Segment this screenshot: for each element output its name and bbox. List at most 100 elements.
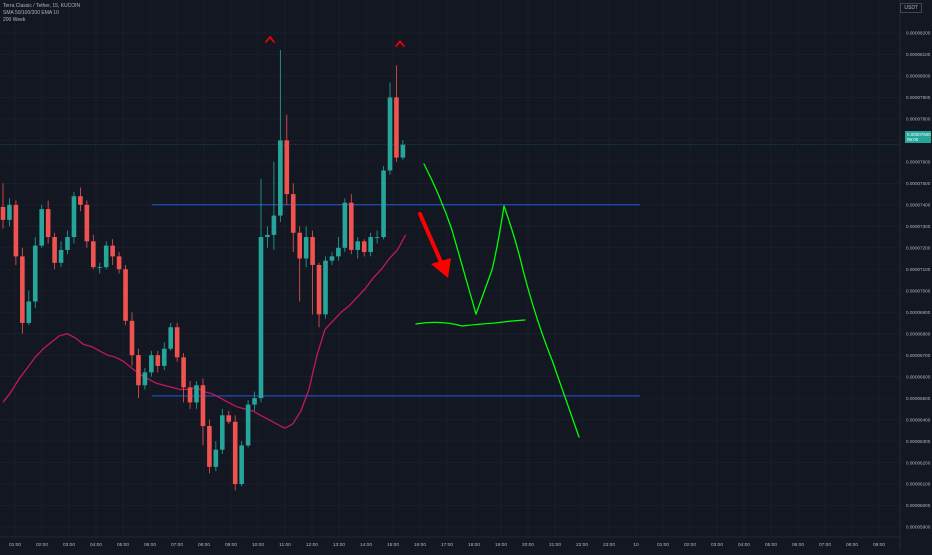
candle[interactable] xyxy=(394,65,399,162)
candle[interactable] xyxy=(239,441,244,487)
candle[interactable] xyxy=(142,368,148,390)
candle[interactable] xyxy=(58,241,64,268)
candle[interactable] xyxy=(20,247,25,334)
candle[interactable] xyxy=(123,264,128,326)
candle[interactable] xyxy=(149,350,154,377)
candle-body xyxy=(400,144,406,158)
drawings[interactable] xyxy=(265,35,580,438)
drawing-path-up[interactable] xyxy=(475,205,505,315)
candle[interactable] xyxy=(284,114,290,205)
candle-body xyxy=(265,234,270,238)
candle-body xyxy=(78,196,83,205)
candle-body xyxy=(136,355,141,386)
candle[interactable] xyxy=(168,322,173,351)
candle-body xyxy=(110,245,115,257)
candle-body xyxy=(329,256,335,261)
candle[interactable] xyxy=(194,380,199,409)
peak-marker[interactable] xyxy=(265,35,275,43)
y-tick-label: 0.00006800 xyxy=(906,331,931,336)
drawing-path-down[interactable] xyxy=(423,163,477,315)
candle[interactable] xyxy=(174,322,180,362)
candle[interactable] xyxy=(258,179,264,403)
peak-marker[interactable] xyxy=(395,40,405,48)
candle[interactable] xyxy=(252,391,257,412)
candle[interactable] xyxy=(361,239,367,257)
candle[interactable] xyxy=(0,183,6,229)
candle[interactable] xyxy=(374,230,380,244)
candle[interactable] xyxy=(78,187,83,212)
candle[interactable] xyxy=(323,256,328,319)
candle[interactable] xyxy=(387,82,393,175)
candle[interactable] xyxy=(97,262,103,274)
candle[interactable] xyxy=(220,408,225,454)
candle[interactable] xyxy=(52,232,57,270)
drawing-path-final[interactable] xyxy=(503,205,580,438)
candle[interactable] xyxy=(65,230,70,255)
candles[interactable] xyxy=(0,50,406,491)
candle[interactable] xyxy=(290,183,296,253)
candle-body xyxy=(20,256,25,323)
candle[interactable] xyxy=(303,226,309,268)
x-tick-label: 11:00 xyxy=(279,542,291,548)
candle[interactable] xyxy=(297,226,302,302)
candle[interactable] xyxy=(116,252,122,274)
candle[interactable] xyxy=(103,241,109,270)
candle-body xyxy=(129,320,135,356)
candle[interactable] xyxy=(226,411,232,424)
candle[interactable] xyxy=(26,290,32,326)
candle[interactable] xyxy=(329,252,335,265)
candle-body xyxy=(45,209,51,238)
candle[interactable] xyxy=(32,237,38,308)
candle-body xyxy=(155,355,161,366)
candle[interactable] xyxy=(181,353,186,403)
candle-body xyxy=(258,237,264,399)
candle[interactable] xyxy=(316,262,322,328)
candle[interactable] xyxy=(381,166,386,240)
candle[interactable] xyxy=(110,239,115,265)
time-axis[interactable]: 01:00 02:00 03:00 04:00 05:00 06:00 07:00 08:00… xyxy=(0,536,900,548)
candle-body xyxy=(187,387,193,403)
x-tick-label: 17:00 xyxy=(441,542,453,548)
candle[interactable] xyxy=(245,400,251,448)
candle[interactable] xyxy=(136,348,141,399)
candle-body xyxy=(103,245,109,268)
candle[interactable] xyxy=(7,198,12,227)
candle[interactable] xyxy=(91,234,96,270)
candle[interactable] xyxy=(278,50,283,223)
y-tick-label: 0.00007100 xyxy=(906,267,931,272)
candle[interactable] xyxy=(45,200,51,244)
candle[interactable] xyxy=(349,194,354,255)
currency-label[interactable]: USDT xyxy=(900,3,922,13)
horizontal-lines[interactable] xyxy=(0,144,900,397)
candle[interactable] xyxy=(207,419,212,474)
candle[interactable] xyxy=(187,380,193,409)
candle[interactable] xyxy=(232,415,238,491)
legend-indicators[interactable]: SMA 50/100/200 EMA 10 xyxy=(3,10,59,16)
x-tick-label: 04:00 xyxy=(90,542,102,548)
candle[interactable] xyxy=(271,161,277,250)
candle[interactable] xyxy=(39,204,44,248)
candle[interactable] xyxy=(213,441,219,472)
legend-extra[interactable]: 200 Week xyxy=(3,17,26,23)
candle[interactable] xyxy=(71,191,77,244)
candle[interactable] xyxy=(400,140,406,160)
candle[interactable] xyxy=(200,378,206,446)
drawing-base-line[interactable] xyxy=(415,319,526,327)
candle[interactable] xyxy=(129,312,135,366)
candle[interactable] xyxy=(355,237,361,259)
candle[interactable] xyxy=(161,342,167,371)
candle[interactable] xyxy=(265,226,270,248)
candle[interactable] xyxy=(336,237,341,261)
red-arrow[interactable] xyxy=(418,212,451,278)
candle[interactable] xyxy=(84,200,90,248)
candle[interactable] xyxy=(310,230,315,315)
candle[interactable] xyxy=(155,350,161,373)
candle[interactable] xyxy=(368,232,373,257)
price-axis[interactable]: 0.00008200 0.00008100 0.00008000 0.00007900… xyxy=(899,0,931,550)
candle[interactable] xyxy=(13,200,19,265)
legend-symbol[interactable]: Terra Classic / Tether, 15, KUCOIN xyxy=(3,3,81,9)
arrow-shaft xyxy=(418,212,443,264)
candle[interactable] xyxy=(342,198,348,253)
